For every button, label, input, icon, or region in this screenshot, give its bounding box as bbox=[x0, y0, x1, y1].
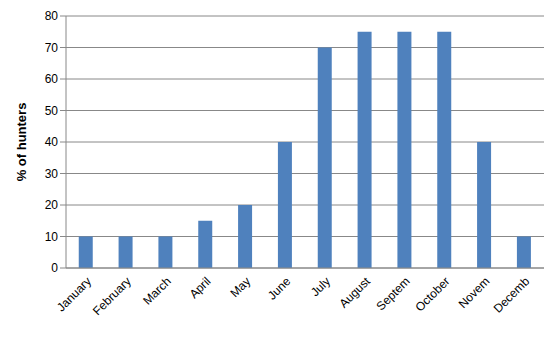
svg-text:50: 50 bbox=[45, 104, 59, 118]
svg-text:January: January bbox=[54, 274, 94, 314]
svg-text:August: August bbox=[337, 274, 374, 311]
svg-text:80: 80 bbox=[45, 9, 59, 23]
svg-text:Septem: Septem bbox=[374, 274, 413, 313]
svg-text:% of hunters: % of hunters bbox=[14, 103, 29, 182]
svg-text:April: April bbox=[187, 274, 214, 301]
svg-text:October: October bbox=[412, 274, 452, 314]
svg-text:July: July bbox=[308, 274, 333, 299]
svg-text:40: 40 bbox=[45, 135, 59, 149]
svg-text:0: 0 bbox=[51, 261, 58, 275]
svg-text:60: 60 bbox=[45, 72, 59, 86]
svg-text:February: February bbox=[90, 274, 134, 318]
svg-text:20: 20 bbox=[45, 198, 59, 212]
svg-text:Novem: Novem bbox=[456, 274, 493, 311]
svg-text:30: 30 bbox=[45, 167, 59, 181]
svg-text:Decemb: Decemb bbox=[491, 274, 533, 316]
svg-text:70: 70 bbox=[45, 41, 59, 55]
svg-text:10: 10 bbox=[45, 230, 59, 244]
svg-text:March: March bbox=[140, 274, 173, 307]
svg-text:May: May bbox=[227, 274, 253, 300]
svg-text:June: June bbox=[265, 274, 294, 303]
